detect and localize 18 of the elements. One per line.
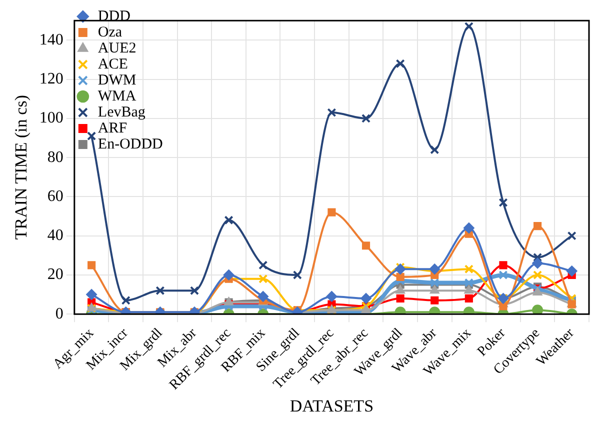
legend-label: ACE: [98, 56, 128, 72]
x-axis-title: DATASETS: [290, 396, 374, 416]
legend-label: Oza: [98, 24, 122, 40]
y-tick-label: 20: [47, 266, 64, 284]
legend-label: ARF: [98, 120, 128, 136]
legend-label: LevBag: [98, 104, 146, 120]
legend-label: AUE2: [98, 40, 136, 56]
y-tick-label: 100: [39, 110, 64, 127]
legend-label: DWM: [98, 72, 136, 88]
legend-label: WMA: [98, 88, 136, 104]
legend-label: En-ODDD: [98, 136, 164, 152]
y-axis-title: TRAIN TIME (in cs): [12, 95, 31, 240]
y-tick-label: 0: [55, 305, 64, 322]
y-tick-label: 40: [47, 227, 64, 244]
y-tick-label: 140: [39, 31, 64, 48]
y-tick-label: 60: [47, 188, 64, 205]
y-tick-label: 120: [39, 70, 64, 88]
y-tick-label: 80: [47, 148, 64, 166]
